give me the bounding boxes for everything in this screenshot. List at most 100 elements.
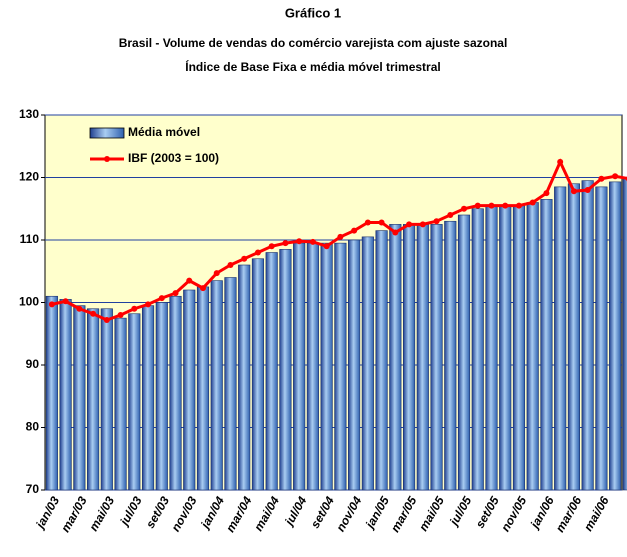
line-marker: [529, 199, 536, 206]
bar: [210, 280, 223, 491]
bar: [595, 186, 608, 491]
bar: [293, 242, 306, 491]
x-tick-label: jul/04: [281, 494, 310, 530]
line-marker: [502, 202, 509, 209]
bar: [100, 308, 113, 491]
line-marker: [323, 243, 330, 250]
y-tick-label: 120: [19, 170, 39, 184]
bar: [183, 289, 196, 491]
x-tick-label: set/04: [308, 494, 337, 531]
bar: [59, 299, 72, 491]
x-tick-label: mai/05: [416, 494, 447, 534]
x-tick-label: jul/05: [446, 494, 475, 530]
line-marker: [474, 202, 481, 209]
chart-subtitle: Brasil - Volume de vendas do comércio va…: [119, 36, 508, 50]
line-marker: [172, 290, 179, 297]
line-marker: [433, 218, 440, 225]
x-tick-label: mar/03: [58, 494, 90, 535]
bar: [526, 202, 539, 491]
x-tick-label: nov/03: [168, 494, 199, 534]
x-tick-label: mar/06: [553, 494, 585, 535]
line-marker: [309, 238, 316, 245]
line-marker: [62, 298, 69, 305]
y-tick-label: 110: [20, 232, 40, 246]
y-tick-label: 130: [19, 107, 39, 121]
bar: [224, 277, 237, 491]
y-tick-label: 70: [26, 482, 40, 496]
y-tick-label: 100: [19, 295, 39, 309]
line-marker: [76, 305, 83, 312]
legend-swatch: [104, 156, 110, 162]
bar: [196, 286, 210, 491]
line-marker: [570, 188, 577, 195]
bar: [128, 313, 141, 491]
bar: [622, 178, 627, 491]
bar: [609, 181, 622, 491]
line-marker: [543, 190, 550, 197]
chart-title: Gráfico 1: [285, 5, 341, 20]
bar: [540, 199, 553, 491]
line-marker: [364, 219, 371, 226]
bar: [444, 220, 457, 491]
line-marker: [186, 277, 193, 284]
x-tick-label: mai/03: [86, 494, 117, 534]
line-marker: [90, 310, 97, 317]
bar: [554, 186, 567, 491]
bar: [389, 224, 402, 491]
bar: [348, 239, 361, 491]
bar: [485, 205, 498, 491]
line-marker: [515, 202, 522, 209]
line-marker: [598, 175, 605, 182]
bar: [45, 295, 58, 491]
line-marker: [584, 187, 591, 193]
line-marker: [282, 240, 289, 247]
line-marker: [406, 221, 413, 228]
x-tick-label: mai/04: [251, 494, 282, 534]
bar: [238, 264, 251, 491]
bar: [402, 224, 416, 491]
x-tick-label: nov/05: [498, 494, 529, 534]
bar: [416, 224, 429, 491]
line-marker: [254, 249, 261, 256]
line-marker: [48, 301, 55, 308]
line-marker: [158, 295, 165, 302]
bar: [375, 230, 388, 491]
bar: [581, 180, 594, 491]
bar: [499, 205, 512, 491]
x-tick-label: set/05: [473, 494, 502, 531]
x-tick-label: mar/04: [223, 494, 255, 535]
y-tick-label: 90: [26, 357, 40, 371]
x-tick-label: mar/05: [388, 494, 420, 535]
bar: [306, 242, 319, 491]
x-tick-label: mai/06: [581, 494, 612, 534]
line-marker: [337, 233, 344, 240]
y-tick-label: 80: [26, 420, 40, 434]
bar: [279, 249, 292, 491]
bar: [114, 317, 127, 491]
bar: [334, 242, 347, 491]
line-marker: [461, 205, 468, 212]
x-tick-label: jul/03: [116, 494, 145, 530]
x-tick-label: nov/04: [333, 494, 364, 534]
line-marker: [488, 202, 495, 209]
bar: [87, 308, 100, 491]
line-marker: [378, 219, 385, 226]
line-marker: [117, 312, 124, 318]
line-marker: [419, 221, 426, 228]
x-tick-label: set/03: [143, 494, 172, 531]
line-marker: [557, 158, 564, 165]
line-marker: [612, 173, 619, 180]
bar: [141, 305, 155, 491]
line-marker: [131, 305, 138, 312]
line-marker: [241, 255, 248, 262]
bar: [512, 205, 526, 491]
bar: [265, 252, 278, 491]
bar: [169, 295, 182, 491]
line-marker: [227, 262, 234, 268]
line-marker: [103, 317, 110, 323]
bar: [457, 214, 471, 491]
legend-label: Média móvel: [128, 125, 200, 139]
line-marker: [447, 212, 454, 218]
chart-subtitle: Índice de Base Fixa e média móvel trimes…: [185, 59, 440, 74]
